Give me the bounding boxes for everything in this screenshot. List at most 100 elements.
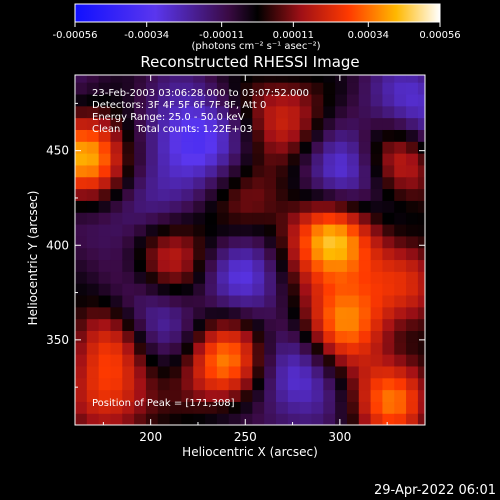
heatmap-cell [86,200,100,213]
heatmap-cell [311,223,324,237]
heatmap-cell [264,401,277,414]
heatmap-cell [240,330,253,343]
heatmap-cell [417,176,425,190]
heatmap-cell [370,223,384,237]
heatmap-cell [394,342,407,355]
heatmap-cell [75,283,88,296]
heatmap-cell [240,259,253,272]
heatmap-cell [110,271,123,284]
heatmap-cell [346,389,360,402]
heatmap-cell [276,271,289,284]
heatmap-cell [287,153,301,166]
heatmap-cell [358,223,372,237]
y-axis-label: Heliocentric Y (arcsec) [26,191,40,326]
heatmap-cell [311,188,324,201]
heatmap-cell [228,223,242,237]
heatmap-cell [216,176,230,190]
heatmap-cell [157,75,171,83]
heatmap-cell [157,223,171,237]
heatmap-cell [205,176,218,190]
heatmap-cell [169,212,183,225]
heatmap-cell [287,164,301,178]
heatmap-cell [323,259,336,272]
heatmap-cell [181,153,194,166]
heatmap-cell [346,294,360,308]
heatmap-cell [169,259,183,272]
heatmap-cell [323,212,336,225]
heatmap-cell [181,342,194,355]
heatmap-cell [110,212,123,225]
heatmap-cell [98,330,112,343]
heatmap-cell [323,389,336,402]
heatmap-cell [110,401,123,414]
heatmap-cell [181,377,194,391]
heatmap-cell [252,223,265,237]
heatmap-cell [346,75,360,83]
heatmap-cell [169,153,183,166]
heatmap-cell [394,129,407,142]
heatmap-cell [346,223,360,237]
heatmap-cell [335,365,348,379]
heatmap-cell [75,141,88,154]
heatmap-cell [370,294,384,308]
heatmap-cell [134,93,147,107]
heatmap-cell [75,223,88,237]
heatmap-cell [134,342,147,355]
heatmap-cell [205,212,218,225]
heatmap-cell [346,377,360,391]
heatmap-cell [287,176,301,190]
heatmap-cell [406,223,419,237]
heatmap-cell [394,377,407,391]
heatmap-cell [157,176,171,190]
heatmap-cell [240,153,253,166]
heatmap-cell [181,413,194,425]
heatmap-cell [394,223,407,237]
heatmap-cell [122,259,135,272]
x-tick-label: 300 [328,430,351,444]
heatmap-cell [299,247,313,261]
heatmap-cell [417,365,425,379]
heatmap-cell [382,294,395,308]
heatmap-cell [86,105,100,119]
heatmap-cell [370,401,384,414]
heatmap-cell [417,247,425,261]
heatmap-cell [417,75,425,83]
heatmap-cell [335,271,348,284]
heatmap-cell [358,283,372,296]
heatmap-cell [134,153,147,166]
heatmap-cell [287,235,301,249]
heatmap-cell [323,235,336,249]
heatmap-cell [406,212,419,225]
heatmap-cell [98,365,112,379]
heatmap-cell [311,75,324,83]
heatmap-cell [216,235,230,249]
heatmap-cell [394,105,407,119]
heatmap-cell [417,212,425,225]
heatmap-cell [86,294,100,308]
heatmap-cell [86,306,100,320]
heatmap-cell [86,141,100,154]
heatmap-cell [264,164,277,178]
heatmap-cell [216,342,230,355]
heatmap-cell [382,200,395,213]
heatmap-cell [417,117,425,130]
heatmap-cell [394,117,407,130]
heatmap-cell [205,330,218,343]
heatmap-cell [287,129,301,142]
heatmap-cell [181,93,194,107]
heatmap-cell [323,283,336,296]
heatmap-cell [299,105,313,119]
heatmap-cell [205,318,218,331]
heatmap-cell [240,294,253,308]
heatmap-cell [323,200,336,213]
heatmap-cell [287,259,301,272]
heatmap-cell [358,153,372,166]
annotation-time-range: 23-Feb-2003 03:06:28.000 to 03:07:52.000 [92,88,310,99]
heatmap-cell [157,306,171,320]
heatmap-cell [406,271,419,284]
heatmap-cell [323,377,336,391]
heatmap-cell [193,413,206,425]
heatmap-cell [240,401,253,414]
heatmap-cell [382,401,395,414]
heatmap-cell [406,306,419,320]
